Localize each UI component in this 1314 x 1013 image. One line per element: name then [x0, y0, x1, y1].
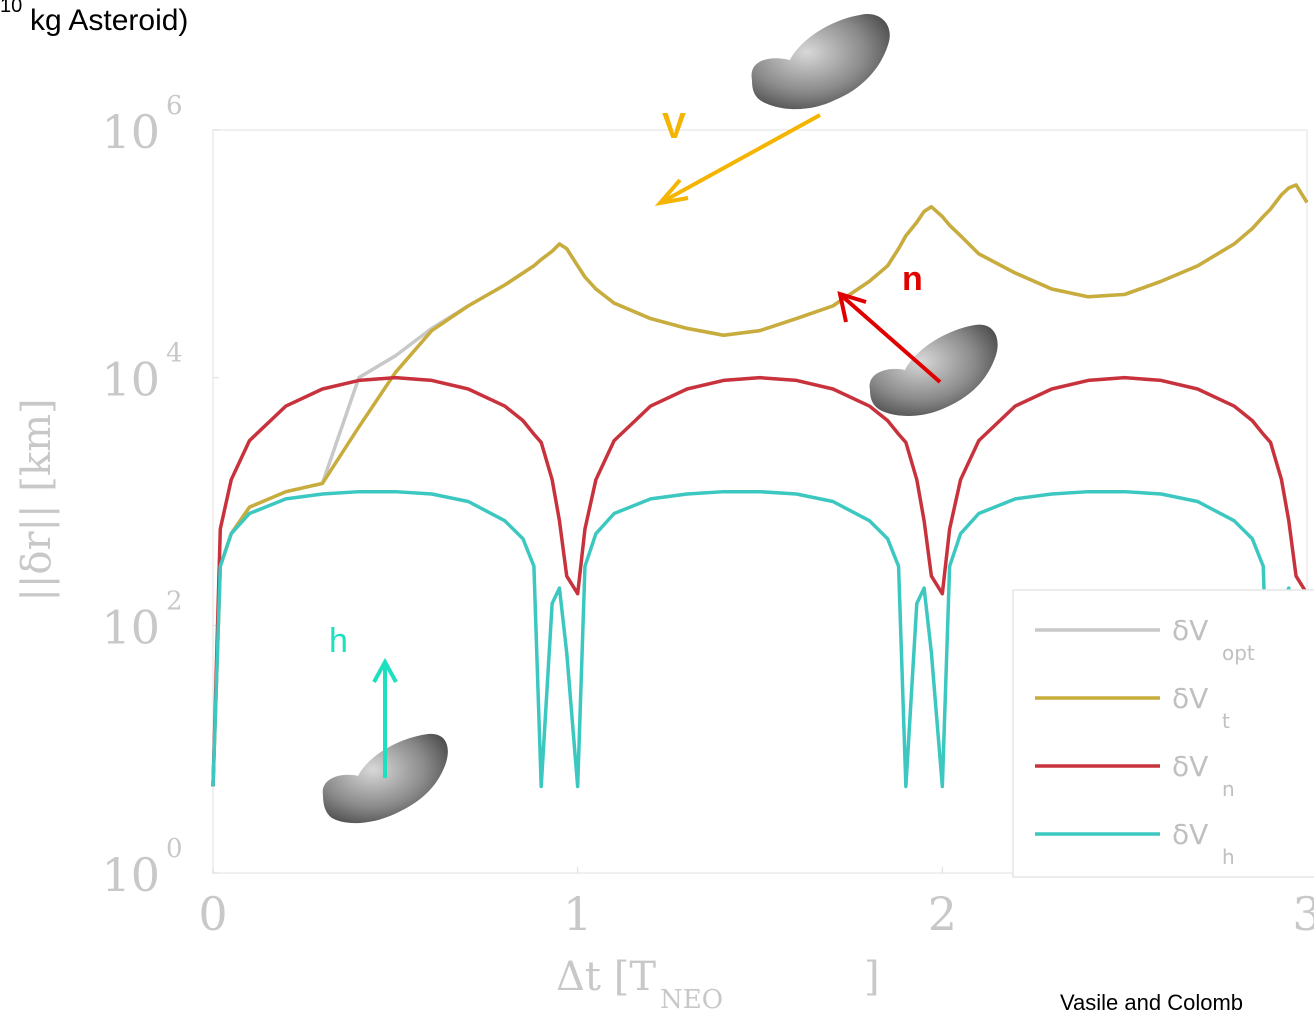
- x-tick-label: 0: [198, 887, 227, 941]
- page: 10 kg Asteroid) V n h ||δr|| [km] Δt [T …: [0, 0, 1314, 1013]
- y-tick-exponent: 2: [166, 586, 183, 616]
- y-tick-label: 10: [101, 848, 160, 902]
- title-superscript: 10: [0, 0, 22, 17]
- legend-label: δV: [1172, 750, 1208, 783]
- x-tick-label: 1: [563, 887, 592, 941]
- title: 10 kg Asteroid): [0, 0, 188, 37]
- y-tick-label: 10: [101, 353, 160, 407]
- annotation-label: h: [329, 622, 348, 660]
- x-tick-label: 2: [928, 887, 957, 941]
- y-tick-label: 10: [101, 600, 160, 654]
- y-tick-exponent: 4: [166, 339, 183, 369]
- legend-label: δV: [1172, 614, 1208, 647]
- asteroid-v: [752, 14, 890, 109]
- y-tick-exponent: 0: [166, 834, 183, 864]
- y-tick-exponent: 6: [166, 91, 183, 121]
- credit: Vasile and Colomb: [1060, 990, 1243, 1013]
- legend-subscript: opt: [1222, 641, 1255, 665]
- arrow-v: V: [660, 105, 820, 203]
- legend-label: δV: [1172, 818, 1208, 851]
- chart: 10 kg Asteroid) V n h ||δr|| [km] Δt [T …: [0, 0, 1314, 1013]
- annotation-label: V: [662, 105, 686, 146]
- title: kg Asteroid): [30, 4, 188, 37]
- x-axis-title: Δt [T: [556, 954, 656, 1000]
- y-axis-label: ||δr|| [km]: [14, 398, 60, 601]
- annotation-label: n: [902, 260, 923, 298]
- arrow-h: h: [329, 622, 396, 778]
- legend-label: δV: [1172, 682, 1208, 715]
- x-axis-title-end: ]: [864, 954, 880, 1000]
- x-axis-title-sub: NEO: [660, 985, 723, 1013]
- x-axis-label: Δt [T NEO ]: [556, 954, 880, 1013]
- legend-subscript: t: [1222, 709, 1230, 733]
- legend-subscript: n: [1222, 777, 1235, 801]
- y-tick-label: 10: [101, 105, 160, 159]
- x-tick-label: 3: [1292, 887, 1314, 941]
- legend-subscript: h: [1222, 845, 1235, 869]
- y-axis-title: ||δr|| [km]: [14, 398, 60, 601]
- asteroid-image: [752, 14, 890, 109]
